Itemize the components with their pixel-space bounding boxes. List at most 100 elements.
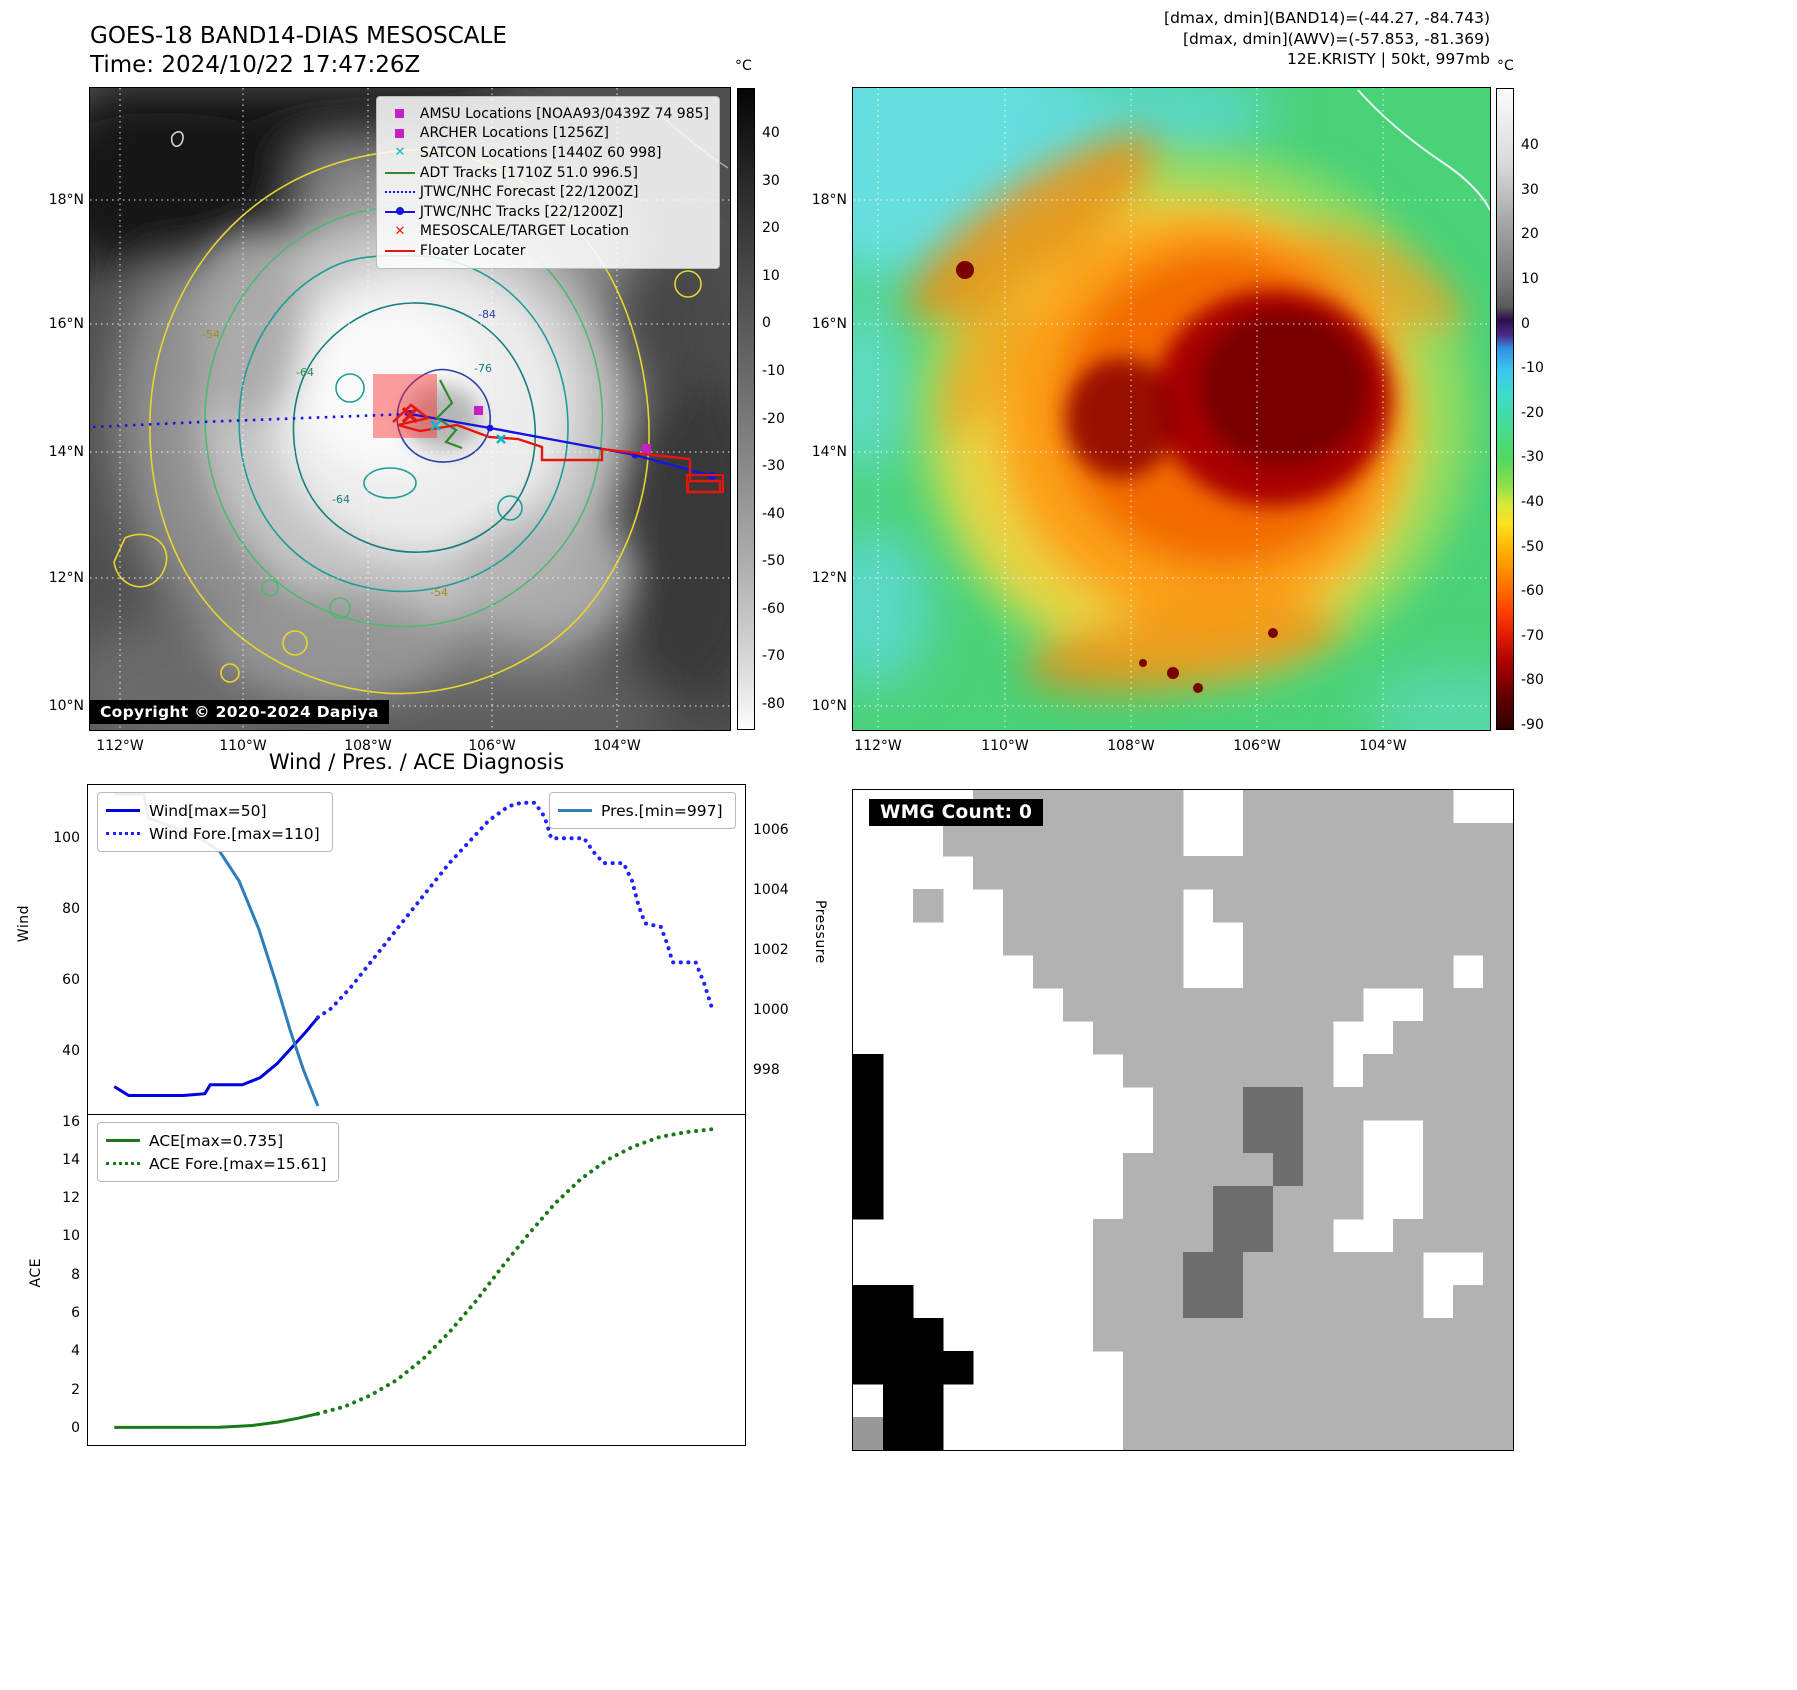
- ace-tick: 4: [71, 1343, 80, 1360]
- colorbar-tick: -50: [1521, 538, 1544, 555]
- lat-tick: 18°N: [811, 192, 847, 208]
- overshooting-tops: [1066, 290, 1391, 506]
- svg-text:-54: -54: [430, 586, 448, 599]
- pressure-tick: 1002: [753, 942, 789, 958]
- satellite-title: GOES-18 BAND14-DIAS MESOSCALE: [90, 23, 507, 49]
- satellite-time: Time: 2024/10/22 17:47:26Z: [90, 52, 421, 78]
- legend-item-label: Pres.[min=997]: [601, 801, 723, 820]
- enhanced-ir-colorbar: [1496, 88, 1514, 730]
- wind-tick: 80: [62, 901, 80, 918]
- map-legend: AMSU Locations [NOAA93/0439Z 74 985] ARCH…: [375, 96, 720, 269]
- wind-tick: 40: [62, 1043, 80, 1060]
- colorbar-tick: -70: [1521, 627, 1544, 644]
- ace-legend: ACE[max=0.735] ACE Fore.[max=15.61]: [97, 1122, 340, 1182]
- lat-tick: 10°N: [48, 698, 84, 714]
- colorbar-tick: -20: [1521, 404, 1544, 421]
- legend-item: ✕ MESOSCALE/TARGET Location: [382, 222, 709, 242]
- jtwc-forecast-track: [92, 412, 411, 429]
- pressure-tick: 1006: [753, 822, 789, 838]
- ace-tick: 16: [62, 1113, 80, 1130]
- cold-pixel-speckles: [956, 261, 1278, 693]
- lat-tick: 16°N: [811, 316, 847, 332]
- colorbar-tick: -10: [762, 362, 785, 379]
- colorbar-tick: -50: [762, 553, 785, 570]
- svg-text:-64: -64: [296, 366, 314, 379]
- lat-tick: 12°N: [811, 570, 847, 586]
- panel-title-block: GOES-18 BAND14-DIAS MESOSCALE Time: 2024…: [90, 22, 507, 80]
- legend-item: JTWC/NHC Tracks [22/1200Z]: [382, 202, 709, 222]
- grayscale-colorbar: [737, 88, 755, 730]
- lat-tick: 14°N: [811, 444, 847, 460]
- legend-item: Pres.[min=997]: [558, 799, 723, 822]
- legend-item: Wind[max=50]: [106, 799, 320, 822]
- legend-item-label: JTWC/NHC Tracks [22/1200Z]: [419, 203, 624, 220]
- satcon-markers: [430, 420, 506, 444]
- legend-item-label: MESOSCALE/TARGET Location: [419, 223, 630, 240]
- colorbar-tick: 40: [762, 125, 780, 142]
- legend-item-label: ADT Tracks [1710Z 51.0 996.5]: [419, 164, 638, 181]
- wind-legend: Wind[max=50] Wind Fore.[max=110]: [97, 792, 333, 852]
- target-x-marker: [401, 406, 419, 424]
- x-marker-icon: ✕: [394, 145, 406, 161]
- lat-tick: 16°N: [48, 316, 84, 332]
- colorbar-tick: 40: [1521, 137, 1539, 154]
- color-satellite-image: [853, 88, 1490, 730]
- colorbar-unit-left: °C: [735, 58, 752, 74]
- lon-tick: 106°W: [468, 738, 516, 754]
- chart-title: Wind / Pres. / ACE Diagnosis: [268, 750, 565, 774]
- lon-tick: 112°W: [96, 738, 144, 754]
- storm-cloud-mass: [195, 213, 635, 698]
- colorbar-tick: -80: [762, 695, 785, 712]
- colorbar-tick: -60: [762, 600, 785, 617]
- x-marker-icon: ✕: [394, 223, 406, 239]
- legend-item-label: AMSU Locations [NOAA93/0439Z 74 985]: [419, 105, 709, 122]
- legend-item-label: ARCHER Locations [1256Z]: [419, 125, 609, 142]
- eye-region: [404, 385, 480, 451]
- wmg-count-badge: WMG Count: 0: [869, 799, 1044, 826]
- colorbar-unit-right: °C: [1497, 58, 1514, 74]
- legend-item-label: Floater Locater: [419, 242, 526, 259]
- ace-tick: 6: [71, 1305, 80, 1321]
- blue-line-dot-icon: [382, 207, 418, 216]
- legend-item-label: SATCON Locations [1440Z 60 998]: [419, 144, 662, 161]
- colorbar-tick: -10: [1521, 360, 1544, 377]
- svg-text:-54: -54: [202, 328, 220, 341]
- lon-tick: 104°W: [1359, 738, 1407, 754]
- legend-item: Floater Locater: [382, 241, 709, 261]
- lat-tick: 10°N: [811, 698, 847, 714]
- lat-tick: 12°N: [48, 570, 84, 586]
- colorbar-tick: -90: [1521, 717, 1544, 734]
- copyright-label: Copyright © 2020-2024 Dapiya: [90, 700, 389, 724]
- square-marker-icon: [382, 109, 418, 119]
- line-sample-icon: [106, 1162, 140, 1165]
- adt-track: [435, 379, 463, 450]
- legend-item: ADT Tracks [1710Z 51.0 996.5]: [382, 163, 709, 183]
- legend-item-label: JTWC/NHC Forecast [22/1200Z]: [419, 184, 639, 201]
- lon-tick: 110°W: [981, 738, 1029, 754]
- colorbar-tick: -30: [1521, 449, 1544, 466]
- dmax-dmin-awv: [dmax, dmin](AWV)=(-57.853, -81.369): [1183, 29, 1490, 48]
- colorbar-tick: -70: [762, 648, 785, 665]
- svg-text:-84: -84: [478, 308, 496, 321]
- wmg-pixel-map: [853, 790, 1514, 1451]
- line-sample-icon: [106, 1139, 140, 1142]
- ace-tick: 14: [62, 1151, 80, 1168]
- wind-tick: 60: [62, 972, 80, 989]
- temperature-contours: [113, 148, 702, 695]
- ir-grayscale-map-panel: -54 -64 -76 -84 -64 -54: [89, 87, 731, 731]
- legend-item-label: ACE Fore.[max=15.61]: [149, 1154, 327, 1173]
- legend-item: ARCHER Locations [1256Z]: [382, 124, 709, 144]
- colorbar-tick: 10: [762, 267, 780, 284]
- pressure-legend: Pres.[min=997]: [549, 792, 736, 829]
- colorbar-tick: 0: [762, 315, 771, 332]
- wind-pressure-chart: [87, 784, 746, 1116]
- colorbar-tick: 20: [762, 220, 780, 237]
- ace-tick: 8: [71, 1266, 80, 1283]
- lon-tick: 110°W: [219, 738, 267, 754]
- lat-tick: 14°N: [48, 444, 84, 460]
- legend-item: ACE[max=0.735]: [106, 1129, 326, 1152]
- colorbar-tick: -80: [1521, 672, 1544, 689]
- legend-item-label: ACE[max=0.735]: [149, 1131, 284, 1150]
- colorbar-tick: 30: [1521, 181, 1539, 198]
